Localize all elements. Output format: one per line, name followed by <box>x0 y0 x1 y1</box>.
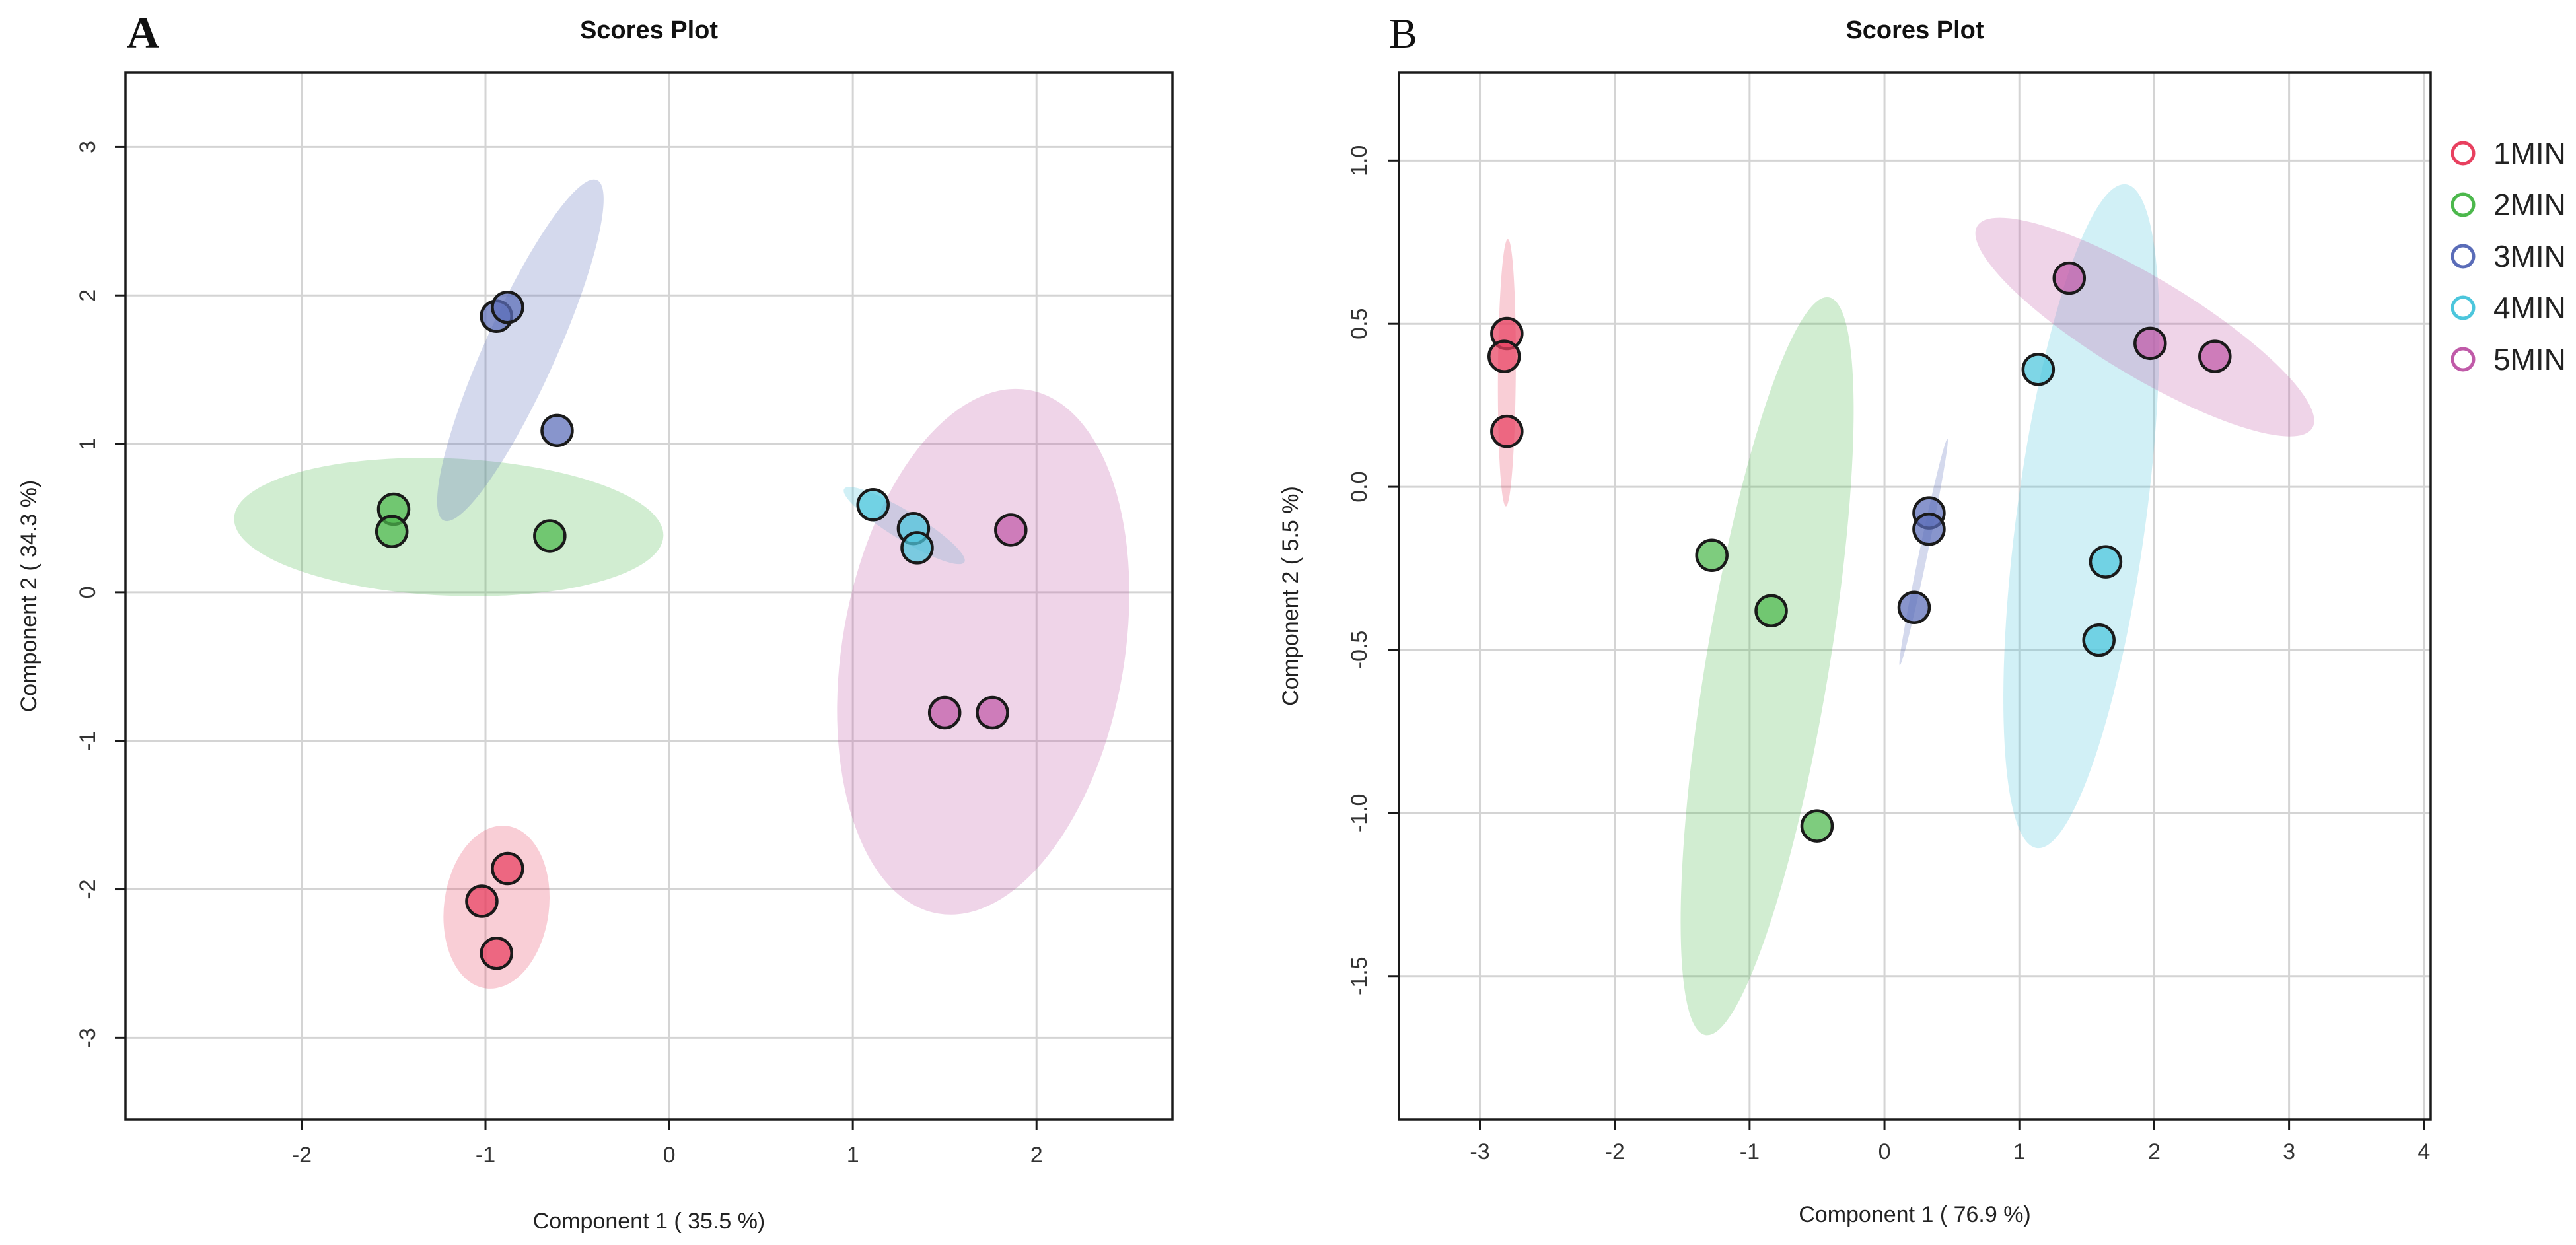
x-tick-label: 2 <box>1030 1143 1043 1168</box>
y-tick-label: -1.0 <box>1347 794 1372 833</box>
data-point-1min <box>465 884 499 918</box>
plot-frame <box>124 71 1174 1121</box>
confidence-ellipse-4min <box>2003 184 2160 849</box>
data-point-4min <box>2021 353 2056 386</box>
confidence-ellipse-3min <box>437 179 604 522</box>
chart-title: Scores Plot <box>1845 17 1984 44</box>
x-tick-label: 1 <box>847 1143 859 1168</box>
y-tick-label: 0 <box>75 586 100 598</box>
confidence-ellipse-2min <box>1680 297 1854 1036</box>
x-tick-label: 2 <box>2148 1139 2161 1164</box>
data-point-5min <box>2052 261 2087 295</box>
data-point-5min <box>2198 339 2232 373</box>
legend-label: 4MIN <box>2493 291 2566 325</box>
plot-frame <box>1398 71 2432 1121</box>
y-tick-label: 2 <box>75 289 100 302</box>
legend-label: 3MIN <box>2493 239 2566 273</box>
x-axis-label: Component 1 ( 35.5 %) <box>533 1209 766 1234</box>
data-point-1min <box>1490 414 1524 448</box>
data-point-5min <box>927 695 962 730</box>
panel-a: -2 -1 0 1 2 -3 -2 -1 0 1 2 3 A Scores Plot Component 1… <box>17 7 1174 1234</box>
legend-marker-4min <box>2451 295 2476 320</box>
y-tick-label: -1.5 <box>1347 956 1372 995</box>
x-tick-label: 3 <box>2283 1139 2295 1164</box>
legend-label: 5MIN <box>2493 342 2566 376</box>
legend-marker-3min <box>2451 244 2476 269</box>
x-tick-label: 0 <box>1878 1139 1891 1164</box>
x-tick-label: -3 <box>1470 1139 1489 1164</box>
data-point-1min <box>1487 339 1521 373</box>
data-point-1min <box>491 851 524 886</box>
y-tick-label: -3 <box>75 1028 100 1048</box>
data-point-2min <box>1754 594 1788 627</box>
y-tick-label: 3 <box>75 141 100 153</box>
panel-b: -3 -2 -1 0 1 2 3 4 -1.5 -1.0 -0.5 0.0 0.5 1.0 B Scores … <box>1278 10 2432 1227</box>
y-axis-label: Component 2 ( 5.5 %) <box>1278 486 1303 706</box>
y-tick-label: 0.0 <box>1347 471 1372 502</box>
data-point-4min <box>900 531 934 565</box>
data-point-2min <box>533 519 567 553</box>
data-point-3min <box>491 290 524 324</box>
y-tick-label: -0.5 <box>1347 631 1372 670</box>
data-point-2min <box>1695 538 1729 573</box>
legend-marker-1min <box>2451 141 2476 166</box>
data-point-4min <box>2082 623 2116 657</box>
data-point-1min <box>480 936 513 970</box>
legend-marker-5min <box>2451 347 2476 372</box>
data-point-5min <box>2133 326 2167 361</box>
data-point-2min <box>375 515 409 548</box>
chart-title: Scores Plot <box>580 17 718 44</box>
x-axis-label: Component 1 ( 76.9 %) <box>1799 1202 2031 1227</box>
data-point-3min <box>1897 590 1931 625</box>
data-point-4min <box>856 487 890 522</box>
panel-letter: A <box>127 7 159 57</box>
confidence-ellipse-2min <box>234 458 664 596</box>
x-tick-label: 0 <box>663 1143 676 1168</box>
panel-letter: B <box>1389 10 1417 57</box>
legend-label: 2MIN <box>2493 188 2566 222</box>
y-tick-label: -1 <box>75 731 100 751</box>
x-tick-label: -2 <box>292 1143 312 1168</box>
y-axis-label: Component 2 ( 34.3 %) <box>17 480 42 713</box>
data-point-5min <box>976 695 1009 730</box>
x-tick-label: -1 <box>476 1143 495 1168</box>
x-tick-label: -2 <box>1605 1139 1625 1164</box>
y-tick-label: -2 <box>75 879 100 899</box>
y-tick-label: 1 <box>75 438 100 450</box>
data-point-3min <box>540 413 574 448</box>
data-point-3min <box>1912 513 1946 546</box>
y-tick-label: 0.5 <box>1347 308 1372 339</box>
legend-marker-2min <box>2451 192 2476 217</box>
data-point-4min <box>2089 545 2123 579</box>
y-tick-label: 1.0 <box>1347 145 1372 176</box>
data-point-5min <box>994 513 1028 547</box>
x-tick-label: 1 <box>2013 1139 2026 1164</box>
legend-label: 1MIN <box>2493 136 2566 170</box>
data-point-2min <box>1800 809 1834 843</box>
legend: 1MIN 2MIN 3MIN 4MIN 5MIN <box>2451 136 2566 376</box>
x-tick-label: 4 <box>2417 1139 2430 1164</box>
x-tick-label: -1 <box>1740 1139 1760 1164</box>
